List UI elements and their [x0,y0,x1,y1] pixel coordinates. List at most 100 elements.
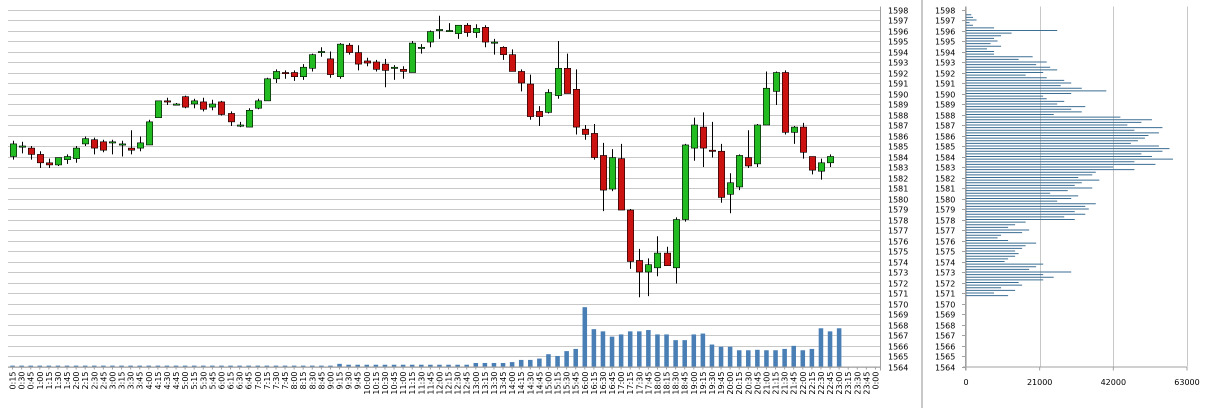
volume-bar [764,350,769,367]
profile-bar [966,72,1044,73]
candle-down [373,61,380,70]
price-tick-label: 1564 [888,364,908,373]
candle-down [782,72,789,133]
candle-up [773,72,780,92]
time-tick-label: 21:00 [762,372,771,395]
time-tick-label: 8:00 [290,372,299,390]
volume-bar [19,365,24,367]
volume-bar [500,362,506,367]
profile-bar [966,56,1033,58]
candle-up [691,124,698,149]
profile-bar [966,79,1065,81]
volume-bar [355,364,360,367]
profile-volume-tick-label: 0 [963,378,968,387]
volume-bar [446,364,451,367]
profile-bar [966,232,1023,234]
profile-price-tick-label: 1597 [935,17,955,26]
time-tick-label: 17:45 [644,372,653,395]
time-tick-label: 6:15 [227,372,236,390]
time-tick-label: 3:45 [136,372,145,390]
volume-bar [646,330,651,367]
volume-bar [191,365,197,367]
profile-price-tick-label: 1576 [935,238,955,247]
candle-up [119,143,126,146]
profile-bar [966,85,1061,87]
candle-up [727,182,734,195]
price-tick-label: 1569 [888,311,908,320]
profile-bar [966,142,1131,144]
volume-bar [64,365,70,367]
price-tick-label: 1581 [888,185,908,194]
time-tick-label: 20:30 [744,372,753,395]
profile-bar [966,282,1019,283]
profile-price-tick-label: 1565 [935,353,955,362]
profile-price-tick-label: 1595 [935,38,955,47]
time-tick-label: 10:15 [372,372,381,395]
candle-up [555,68,562,96]
time-tick-label: 21:45 [790,372,799,395]
time-tick-label: 10:45 [390,372,399,395]
profile-bar [966,166,1114,168]
candle-up [427,31,434,43]
candle-down [564,68,571,94]
profile-bar [966,177,1079,178]
profile-bar [966,161,1135,163]
time-tick-label: 9:00 [326,372,335,390]
candle-down [700,126,707,149]
candle-up [137,142,144,149]
profile-bar [966,226,1009,228]
profile-bar [966,195,1079,197]
time-tick-label: 3:15 [118,372,127,390]
profile-bar [966,169,1135,171]
profile-bar [966,48,988,50]
time-tick-label: 23:30 [853,372,862,395]
candle-up [791,126,798,133]
volume-bar [237,365,242,367]
time-tick-label: 4:15 [154,372,163,390]
price-tick-label: 1586 [888,133,908,142]
candle-down [709,149,716,152]
time-tick-label: 5:15 [190,372,199,390]
profile-bar [966,153,1142,155]
candle-up [55,157,62,166]
candle-up [246,110,253,128]
profile-bar [966,66,1051,68]
time-tick-label: 7:45 [281,372,290,390]
profile-price-tick-label: 1578 [935,217,955,226]
profile-bar [966,295,1009,297]
time-tick-label: 11:45 [426,372,435,395]
profile-bar [966,179,1100,181]
volume-bar [827,331,833,367]
profile-bar [966,37,995,39]
candlestick-series [10,15,834,298]
volume-bar [782,348,787,367]
volume-bar [455,364,460,367]
profile-bar [966,271,1072,273]
candle-up [10,143,17,157]
volume-bar [664,334,669,367]
candle-up [446,30,453,33]
price-tick-label: 1576 [888,238,908,247]
volume-bar [491,362,497,367]
time-tick-label: 16:00 [581,372,590,395]
profile-bar [966,263,1044,265]
volume-bar [428,364,433,367]
profile-bar [966,116,1121,118]
candle-up [209,103,216,108]
volume-bar [92,365,97,367]
time-tick-label: 13:15 [481,372,490,395]
time-tick-label: 16:45 [608,372,617,395]
time-tick-label: 10:30 [381,372,390,395]
time-tick-label: 11:15 [408,372,417,395]
profile-bar [966,14,972,16]
price-tick-label: 1572 [888,280,908,289]
profile-bar [966,245,1026,247]
volume-bar [600,331,606,367]
profile-bar [966,95,1044,97]
profile-bar [966,145,1159,147]
candle-up [654,252,661,269]
profile-bar [966,127,1163,129]
time-tick-label: 1:00 [36,372,45,390]
volume-bar [419,364,424,367]
time-tick-label: 9:15 [336,372,345,390]
